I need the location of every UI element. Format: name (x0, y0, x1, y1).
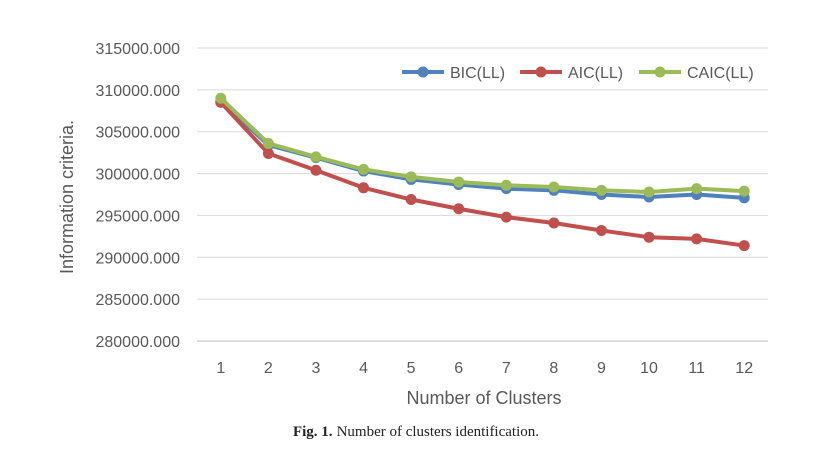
data-point (262, 137, 274, 149)
legend-label: AIC(LL) (568, 65, 623, 82)
data-point (262, 147, 274, 159)
data-point (358, 163, 370, 175)
y-tick-label: 300000.000 (95, 167, 180, 184)
data-point (310, 151, 322, 163)
x-tick-label: 9 (597, 360, 606, 377)
series-line (218, 96, 747, 194)
x-tick-label: 2 (264, 360, 273, 377)
x-tick-label: 11 (688, 360, 705, 377)
x-tick-label: 10 (640, 360, 658, 377)
gridlines (197, 47, 768, 342)
data-point (643, 231, 655, 243)
data-point (500, 179, 512, 191)
y-tick-label: 305000.000 (95, 125, 180, 142)
data-point (405, 171, 417, 183)
y-tick-label: 280000.000 (95, 334, 180, 351)
x-tick-label: 6 (454, 360, 463, 377)
y-axis-label: Information criteria. (57, 120, 77, 274)
legend-label: BIC(LL) (450, 65, 505, 82)
y-tick-label: 315000.000 (95, 41, 180, 58)
y-tick-label: 310000.000 (95, 83, 180, 100)
line-chart: 280000.000 285000.000 290000.000 295000.000… (57, 41, 768, 408)
figure-caption: Fig. 1. Number of clusters identification… (0, 424, 832, 441)
data-point (405, 194, 417, 206)
y-axis-ticks: 280000.000 285000.000 290000.000 295000.000… (95, 41, 180, 351)
data-point (548, 181, 560, 193)
legend-swatch-marker (535, 66, 547, 78)
legend-item: AIC(LL) (520, 65, 623, 82)
legend-item: BIC(LL) (402, 65, 505, 82)
data-point (310, 164, 322, 176)
data-point (500, 211, 512, 223)
x-axis-label: Number of Clusters (406, 388, 561, 408)
data-point (691, 183, 703, 195)
y-tick-label: 290000.000 (95, 250, 180, 267)
legend: BIC(LL) AIC(LL) CAIC(LL) (402, 65, 754, 82)
data-point (643, 186, 655, 198)
x-axis-ticks: 1 2 3 4 5 6 7 8 9 10 11 12 (216, 360, 753, 377)
data-point (738, 240, 750, 252)
y-tick-label: 295000.000 (95, 208, 180, 225)
data-point (595, 184, 607, 196)
data-point (453, 203, 465, 215)
x-tick-label: 8 (549, 360, 558, 377)
data-point (691, 233, 703, 245)
x-tick-label: 1 (216, 360, 225, 377)
data-point (453, 176, 465, 188)
data-point (215, 92, 227, 104)
x-tick-label: 7 (502, 360, 511, 377)
legend-swatch-marker (417, 66, 429, 78)
series-CAIC(LL) (215, 92, 750, 198)
legend-item: CAIC(LL) (639, 65, 754, 82)
data-point (595, 224, 607, 236)
series-line (218, 100, 747, 248)
legend-label: CAIC(LL) (687, 65, 754, 82)
data-point (358, 182, 370, 194)
x-tick-label: 3 (312, 360, 321, 377)
data-point (738, 185, 750, 197)
legend-swatch-marker (654, 66, 666, 78)
x-tick-label: 5 (407, 360, 416, 377)
caption-text: Number of clusters identification. (336, 424, 540, 440)
y-tick-label: 285000.000 (95, 292, 180, 309)
x-tick-label: 4 (359, 360, 368, 377)
caption-label: Fig. 1. (292, 424, 333, 440)
data-point (548, 217, 560, 229)
x-tick-label: 12 (735, 360, 753, 377)
series-group (215, 92, 750, 252)
